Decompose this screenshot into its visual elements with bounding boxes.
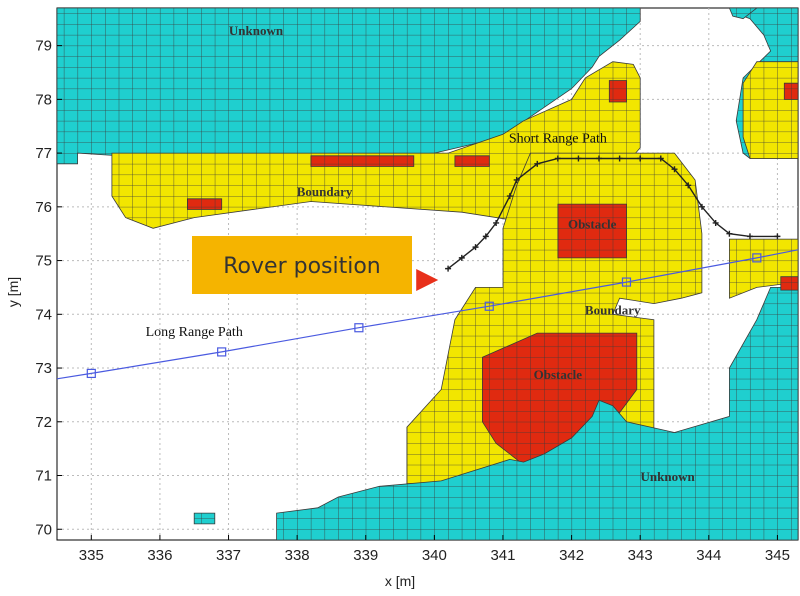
paths (57, 155, 798, 380)
obstacle-cells (783, 82, 798, 100)
x-tick-label: 344 (696, 547, 721, 564)
obstacle-region (186, 198, 223, 210)
long-range-path-line (57, 249, 798, 380)
long-path-point (217, 347, 227, 357)
y-tick-label: 74 (35, 306, 52, 323)
unknown-region (728, 8, 758, 20)
axis-ticks: 335 336 337 338 339 340 341 342 343 344 345 70 71 72 7… (35, 38, 790, 564)
unknown-region (57, 8, 641, 170)
short-path-point (596, 155, 603, 162)
short-path-point (726, 230, 733, 237)
short-path-point (458, 254, 465, 261)
short-path-point (774, 233, 781, 240)
long-path-point (484, 301, 494, 311)
unknown-cells (193, 512, 216, 525)
long-path-point (752, 253, 762, 263)
callout-arrow (416, 268, 439, 291)
boundary-cells (742, 61, 798, 159)
obstacle-region (310, 155, 415, 167)
short-path-label: Short Range Path (509, 131, 607, 146)
x-tick-label: 340 (422, 547, 447, 564)
short-path-point (482, 233, 489, 240)
obstacle-upper-label: Obstacle (568, 216, 617, 231)
annotations: Unknown Boundary Short Range Path Obstacle B… (146, 23, 696, 484)
callout-text: Rover position (223, 254, 381, 279)
x-tick-label: 339 (353, 547, 378, 564)
long-path-label: Long Range Path (146, 325, 243, 340)
long-path-point (621, 277, 632, 287)
short-path-point (712, 219, 719, 226)
obstacle-cells (557, 203, 627, 259)
short-path-point (746, 233, 753, 240)
short-path-point (513, 176, 520, 183)
long-path-point (86, 368, 96, 379)
x-axis-label: x [m] (385, 573, 415, 589)
short-path-point (575, 155, 582, 162)
short-path-point (534, 160, 541, 167)
short-path-point (493, 219, 500, 226)
x-tick-label: 335 (79, 547, 104, 564)
short-path-point (554, 155, 561, 162)
obstacle-region (783, 82, 798, 100)
boundary-right-label: Boundary (585, 302, 641, 317)
obstacle-lower-label: Obstacle (534, 367, 583, 382)
boundary-left-label: Boundary (297, 184, 353, 199)
obstacle-cells (186, 198, 223, 210)
obstacle-region (780, 276, 798, 291)
x-tick-label: 336 (147, 547, 172, 564)
short-path-point (685, 182, 692, 189)
y-tick-label: 75 (35, 253, 52, 270)
short-path-point (616, 155, 623, 162)
callout-box (192, 236, 412, 294)
y-tick-label: 70 (35, 521, 52, 538)
y-tick-label: 71 (35, 468, 52, 485)
obstacle-cells (608, 80, 627, 103)
obstacle-region (557, 203, 627, 259)
short-path-point (445, 265, 452, 272)
unknown-cells (728, 8, 758, 20)
y-tick-label: 72 (35, 414, 52, 431)
obstacle-region (608, 80, 627, 103)
short-path-point (698, 203, 705, 210)
x-tick-label: 343 (628, 547, 653, 564)
y-tick-label: 73 (35, 360, 52, 377)
short-path-point (671, 166, 678, 173)
unknown-bottom-label: Unknown (641, 469, 696, 484)
y-axis-label: y [m] (5, 277, 21, 307)
unknown-top-label: Unknown (229, 23, 284, 38)
occupancy-regions (57, 8, 798, 540)
short-path-point (472, 244, 479, 251)
x-tick-label: 345 (765, 547, 790, 564)
x-tick-label: 337 (216, 547, 241, 564)
x-tick-label: 341 (490, 547, 515, 564)
y-tick-label: 77 (35, 145, 52, 162)
short-path-point (637, 155, 644, 162)
obstacle-region (454, 155, 490, 167)
y-tick-label: 76 (35, 199, 52, 216)
y-tick-label: 79 (35, 38, 52, 55)
obstacle-cells (454, 155, 490, 167)
y-tick-label: 78 (35, 91, 52, 108)
boundary-region (742, 61, 798, 159)
short-path-point (506, 193, 513, 200)
rover-position-callout: Rover position (192, 236, 439, 294)
x-tick-label: 342 (559, 547, 584, 564)
long-path-point (354, 323, 364, 333)
obstacle-cells (310, 155, 415, 167)
short-path-point (657, 155, 664, 162)
obstacle-cells (780, 276, 798, 291)
x-tick-label: 338 (285, 547, 310, 564)
unknown-region (193, 512, 216, 525)
